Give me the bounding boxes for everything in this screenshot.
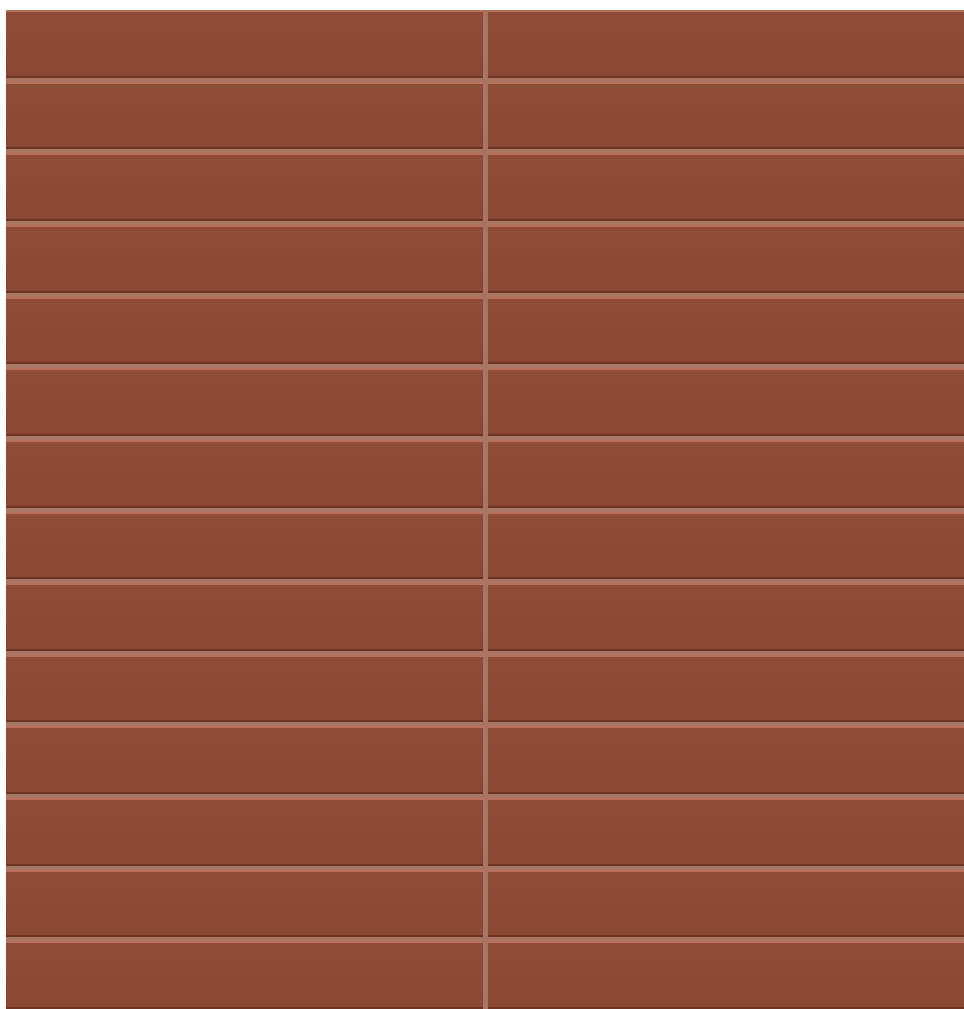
tile	[6, 296, 483, 365]
tile	[487, 583, 964, 651]
tile	[487, 81, 964, 150]
tile	[6, 10, 483, 78]
tile	[6, 224, 483, 293]
tile	[487, 10, 964, 78]
tile	[487, 869, 964, 938]
tile	[6, 726, 483, 795]
tile	[6, 439, 483, 508]
tile	[487, 941, 964, 1009]
tile	[6, 869, 483, 938]
tile	[487, 798, 964, 866]
tile	[487, 368, 964, 436]
tile	[6, 941, 483, 1009]
tile	[487, 726, 964, 795]
tile	[6, 81, 483, 150]
tile	[6, 368, 483, 436]
tile	[487, 296, 964, 365]
tile	[487, 511, 964, 580]
tile-wall	[6, 10, 964, 1009]
tile	[6, 153, 483, 221]
tile	[6, 511, 483, 580]
tile	[6, 654, 483, 723]
tile	[487, 224, 964, 293]
tile	[487, 439, 964, 508]
tile	[6, 798, 483, 866]
tile	[487, 153, 964, 221]
tile	[6, 583, 483, 651]
tile	[487, 654, 964, 723]
